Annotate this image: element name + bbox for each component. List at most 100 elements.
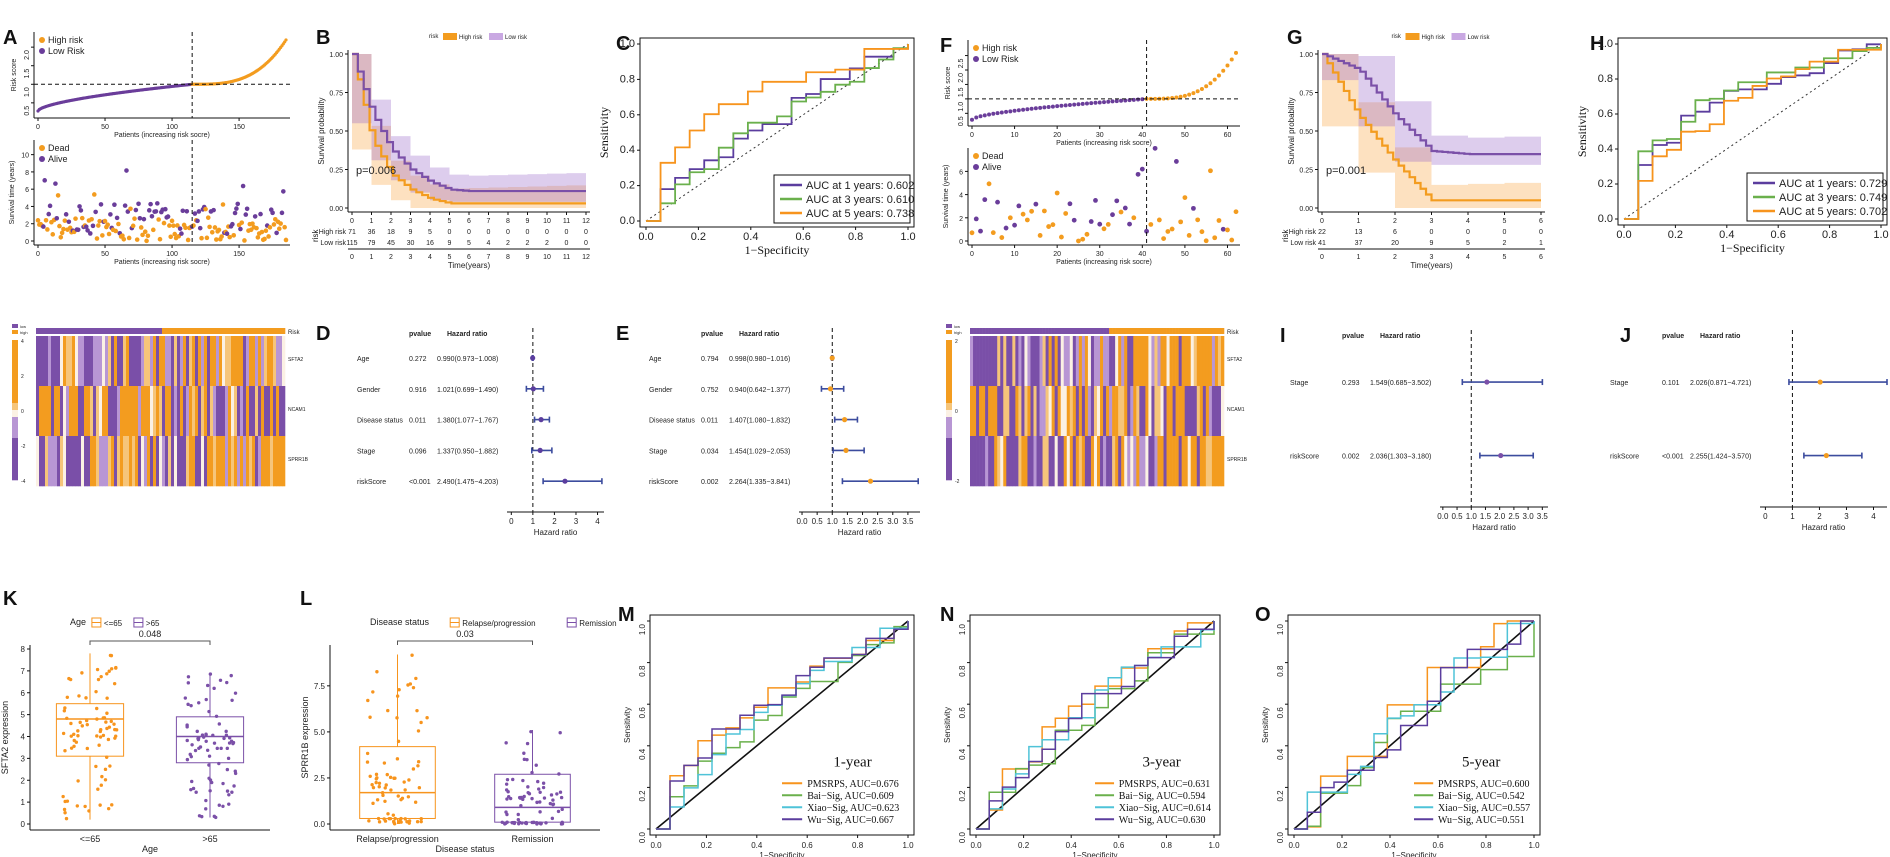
forest-row-label: riskScore — [1290, 454, 1319, 461]
box-jitter-point — [217, 722, 222, 726]
box-jitter-point — [227, 736, 232, 740]
status-point — [47, 203, 53, 209]
km-x-tick-label: 0 — [1320, 218, 1324, 225]
risk-point — [1153, 96, 1158, 101]
heatmap-cell — [1030, 336, 1034, 387]
heatmap-cell — [201, 386, 205, 437]
heatmap-cell — [1163, 386, 1167, 437]
heatmap-annotation-label: Risk — [1227, 330, 1240, 336]
box-jitter-point — [377, 785, 381, 789]
risk-table-count: 5 — [467, 240, 471, 247]
heatmap-cell — [258, 436, 262, 487]
heatmap-cell — [1187, 336, 1192, 387]
heatmap-annotation-cell — [135, 328, 139, 334]
forest-header-hr: Hazard ratio — [739, 331, 779, 338]
box-jitter-point — [386, 812, 390, 816]
status-point — [1033, 201, 1039, 207]
heatmap-cell — [237, 386, 241, 437]
forest-row-hr: 2.026(0.871−4.721) — [1690, 380, 1751, 387]
heatmap-cell — [1093, 386, 1098, 437]
heatmap-cell — [1202, 436, 1207, 487]
box-jitter-point — [536, 779, 540, 784]
heatmap-annotation-cell — [1133, 328, 1137, 334]
box-jitter-point — [558, 790, 563, 794]
heatmap-annotation-cell — [240, 328, 244, 334]
box-jitter-point — [108, 653, 113, 658]
status-point — [116, 221, 121, 227]
heatmap-annotation-cell — [279, 328, 283, 334]
heatmap-annotation-cell — [1063, 328, 1068, 334]
forest-row-label: Stage — [649, 448, 667, 455]
heatmap-cell — [1145, 386, 1149, 437]
box-jitter-point — [208, 778, 213, 782]
box-jitter-point — [393, 776, 397, 780]
roc-y-tick-label: 0.6 — [638, 707, 647, 719]
status-point — [1046, 224, 1052, 229]
roc-y-tick-label: 1.0 — [958, 623, 967, 635]
heatmap-cell — [1184, 436, 1189, 487]
risk-table-row-name: High risk — [319, 229, 347, 236]
risk-point — [1216, 73, 1221, 78]
heatmap-cell — [267, 386, 271, 437]
box-jitter-point — [529, 729, 533, 734]
risk-point — [1042, 105, 1047, 110]
heatmap-cell — [138, 386, 142, 437]
heatmap-cell — [1190, 436, 1195, 487]
box-jitter-point — [197, 701, 201, 705]
box-jitter-point — [550, 816, 555, 821]
box-jitter-point — [197, 736, 201, 740]
km-legend-low: Low risk — [505, 35, 528, 41]
risk-x-tick-label: 100 — [166, 124, 178, 131]
box-jitter-point — [365, 751, 370, 756]
box-y-tick-label: 2 — [21, 776, 26, 785]
heatmap-annotation-cell — [1169, 328, 1173, 334]
heatmap-cell — [177, 436, 181, 487]
heatmap-cell — [1178, 436, 1182, 487]
status-point — [1097, 221, 1103, 227]
forest-x-tick-label: 3 — [574, 517, 579, 526]
km-y-tick-label: 0.25 — [329, 168, 343, 175]
status-point — [207, 224, 212, 230]
roc-x-tick-label: 0.4 — [1384, 841, 1396, 850]
legend-high-label: High risk — [982, 43, 1018, 53]
panel-label-N: N — [940, 604, 954, 626]
status-y-tick-label: 2 — [25, 222, 29, 229]
status-point — [1148, 222, 1154, 227]
status-point — [203, 206, 208, 212]
box-jitter-point — [507, 795, 511, 799]
risk-point — [1106, 99, 1111, 104]
heatmap-cell — [988, 436, 992, 487]
roc-y-tick-label: 0.4 — [638, 748, 647, 760]
heatmap-annotation-cell — [1060, 328, 1065, 334]
status-x-tick-label: 50 — [1181, 251, 1189, 258]
roc-x-tick-label: 0.0 — [638, 231, 653, 243]
box-y-tick-label: 3 — [21, 754, 26, 763]
heatmap-cell — [120, 436, 124, 487]
heatmap-cell — [1072, 436, 1077, 487]
box-jitter-point — [212, 741, 217, 745]
heatmap-cell — [982, 336, 986, 387]
status-point — [1186, 232, 1192, 238]
status-point — [199, 235, 204, 241]
risk-y-tick-label: 2.5 — [958, 58, 965, 68]
heatmap-annotation-cell — [99, 328, 103, 334]
roc-y-tick-label: 1.0 — [1598, 38, 1613, 50]
heatmap-cell — [48, 386, 52, 437]
heatmap-cell — [231, 336, 235, 387]
roc-signature-curve-4 — [976, 621, 1215, 830]
heatmap-cell — [1039, 386, 1043, 437]
heatmap-scale-cell — [946, 389, 952, 397]
status-point — [255, 235, 261, 240]
heatmap-cell — [1021, 386, 1025, 437]
heatmap-annotation-cell — [1148, 328, 1152, 334]
heatmap-cell — [1139, 386, 1143, 437]
heatmap-annotation-cell — [120, 328, 124, 334]
box-y-label: SFTA2 expression — [0, 701, 10, 774]
heatmap-annotation-cell — [156, 328, 160, 334]
heatmap-annotation-cell — [69, 328, 73, 334]
forest-point — [1484, 379, 1490, 385]
heatmap-cell — [207, 386, 211, 437]
heatmap-annotation-cell — [1057, 328, 1062, 334]
heatmap-cell — [270, 386, 274, 437]
heatmap-annotation-cell — [994, 328, 998, 334]
